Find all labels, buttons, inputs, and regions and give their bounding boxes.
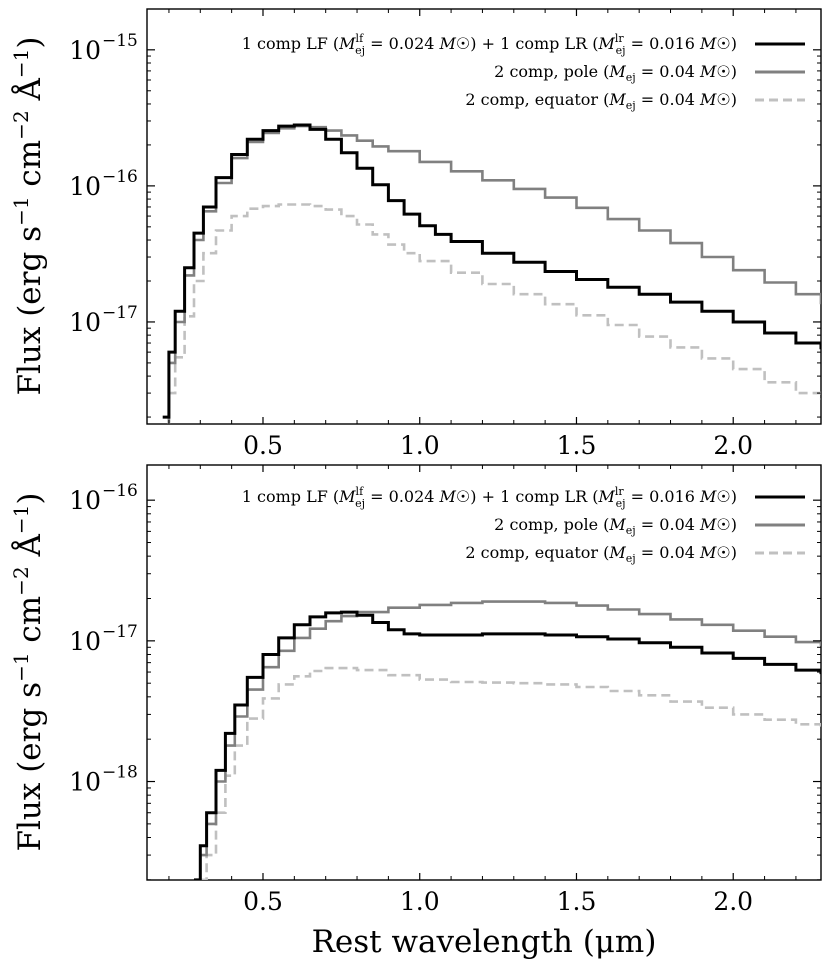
- top-xtick-label: 1.5: [557, 431, 597, 460]
- top-ytick-label: 10: [69, 36, 101, 65]
- bottom-ytick-exponent: −18: [102, 763, 138, 783]
- bottom-ylabel: Flux (erg s−1 cm−2 Å−1): [9, 492, 48, 851]
- bottom-xtick-label: 1.0: [400, 887, 440, 916]
- bottom-xtick-label: 2.0: [713, 887, 753, 916]
- top-xtick-label: 0.5: [243, 431, 283, 460]
- bottom-ytick-exponent: −17: [102, 622, 138, 642]
- bottom-ytick-label: 10: [69, 486, 101, 515]
- top-xtick-label: 1.0: [400, 431, 440, 460]
- bottom-xtick-label: 0.5: [243, 887, 283, 916]
- top-ylabel: Flux (erg s−1 cm−2 Å−1): [9, 36, 48, 395]
- top-series-1-line: [167, 124, 821, 424]
- bottom-legend-label-2: 2 comp, equator (Mej = 0.04 M☉): [465, 543, 737, 565]
- top-series-0-line: [162, 123, 821, 419]
- top-xtick-label: 2.0: [713, 431, 753, 460]
- top-legend-label-2: 2 comp, equator (Mej = 0.04 M☉): [465, 90, 737, 112]
- bottom-ytick-label: 10: [69, 768, 101, 797]
- bottom-xtick-label: 1.5: [557, 887, 597, 916]
- top-series-group: [162, 123, 821, 424]
- top-series-2-line: [167, 203, 821, 424]
- top-legend-label-0: 1 comp LF (Mlf ej = 0.024 M☉) + 1 comp LR…: [242, 32, 737, 57]
- bottom-series-group: [194, 600, 821, 880]
- bottom-legend-label-0: 1 comp LF (Mlf ej = 0.024 M☉) + 1 comp LR…: [242, 485, 737, 510]
- bottom-ytick-label: 10: [69, 627, 101, 656]
- xlabel: Rest wavelength (μm): [312, 924, 657, 960]
- top-legend: 1 comp LF (Mlf ej = 0.024 M☉) + 1 comp LR…: [242, 32, 805, 112]
- top-legend-label-1: 2 comp, pole (Mej = 0.04 M☉): [494, 62, 737, 84]
- bottom-legend-label-1: 2 comp, pole (Mej = 0.04 M☉): [494, 515, 737, 537]
- top-ytick-exponent: −15: [102, 31, 138, 51]
- top-ytick-exponent: −17: [102, 303, 138, 323]
- bottom-series-0-line: [194, 610, 821, 880]
- bottom-series-1-line: [194, 600, 821, 880]
- top-ytick-exponent: −16: [102, 167, 138, 187]
- bottom-ytick-exponent: −16: [102, 481, 138, 501]
- bottom-legend: 1 comp LF (Mlf ej = 0.024 M☉) + 1 comp LR…: [242, 485, 805, 565]
- top-ytick-label: 10: [69, 308, 101, 337]
- top-ytick-label: 10: [69, 172, 101, 201]
- bottom-series-2-line: [200, 666, 821, 880]
